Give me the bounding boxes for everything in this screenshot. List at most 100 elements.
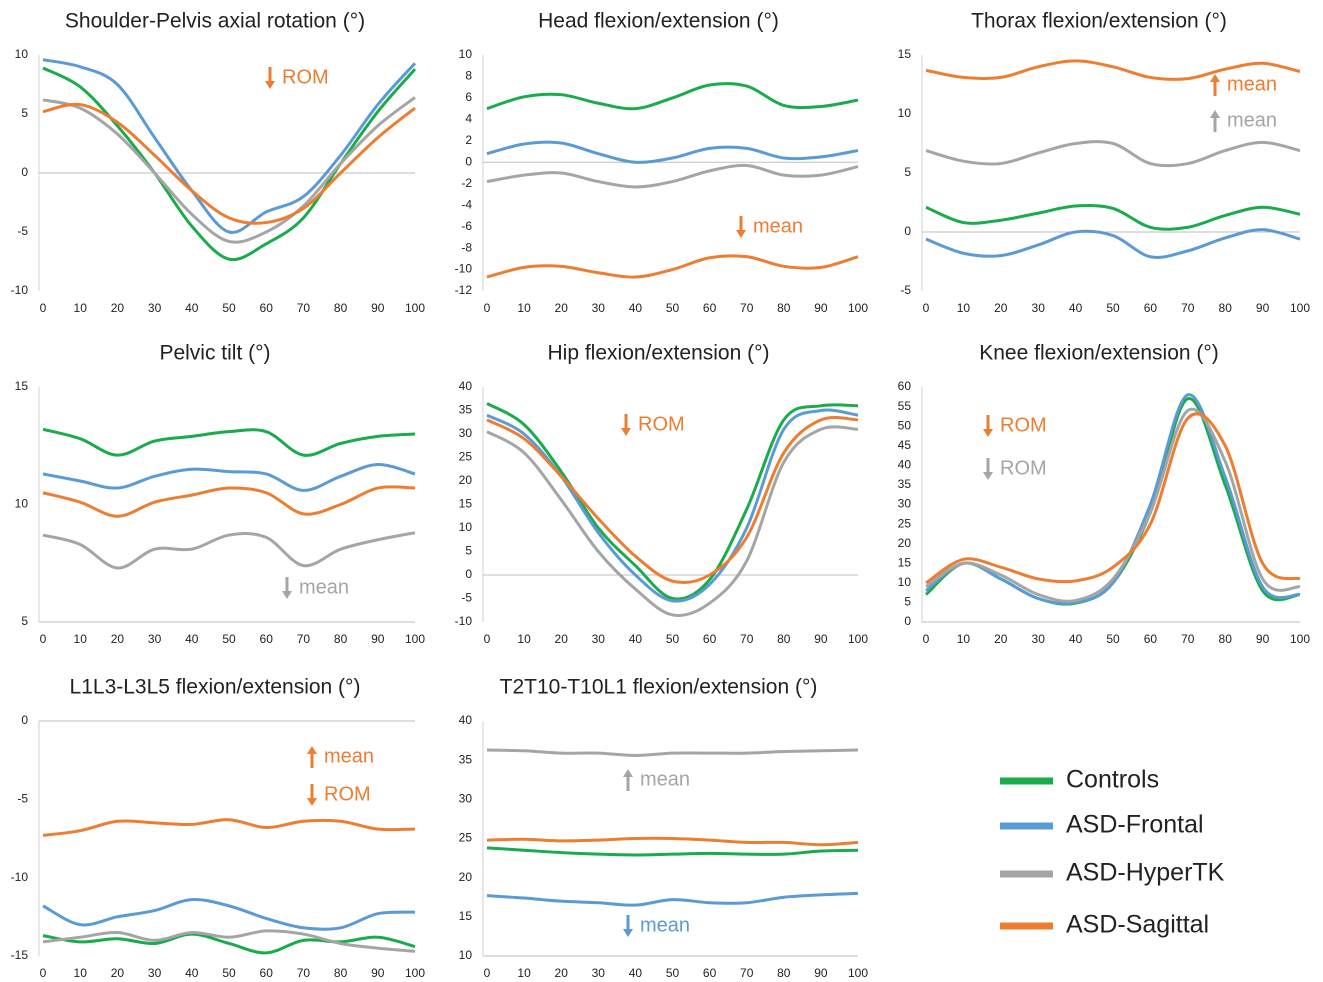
x-tick-label: 50 [1106, 632, 1120, 646]
series-line [925, 228, 1301, 259]
x-tick-label: 0 [40, 632, 47, 646]
x-tick-label: 60 [703, 301, 717, 315]
annotation-arrowhead [623, 929, 633, 937]
x-tick-label: 40 [185, 632, 199, 646]
series-line [42, 818, 416, 837]
x-tick-label: 90 [814, 301, 828, 315]
chart-title: T2T10-T10L1 flexion/extension (°) [500, 676, 818, 699]
y-tick-label: 20 [459, 473, 473, 487]
annotation: ROM [282, 66, 329, 88]
y-tick-label: 25 [459, 831, 473, 845]
series-line [486, 836, 859, 847]
x-tick-label: 70 [740, 301, 754, 315]
x-tick-label: 60 [260, 632, 274, 646]
annotation: ROM [324, 783, 371, 805]
x-tick-label: 90 [1256, 301, 1270, 315]
y-tick-label: -5 [461, 591, 472, 605]
series-line [486, 415, 859, 585]
y-tick-label: -10 [11, 283, 29, 297]
x-tick-label: 70 [740, 966, 754, 980]
x-tick-label: 50 [666, 966, 680, 980]
annotation-arrowhead [307, 798, 317, 806]
x-tick-label: 40 [185, 301, 199, 315]
x-tick-label: 30 [592, 966, 606, 980]
legend-label: ASD-HyperTK [1066, 859, 1225, 887]
x-tick-label: 80 [777, 966, 791, 980]
annotation: mean [640, 914, 690, 936]
x-tick-label: 0 [923, 632, 930, 646]
y-tick-label: 5 [465, 544, 472, 558]
y-tick-label: 25 [459, 450, 473, 464]
chart-title: L1L3-L3L5 flexion/extension (°) [70, 676, 361, 699]
series-line [486, 402, 859, 601]
x-tick-label: 100 [405, 632, 425, 646]
y-tick-label: 35 [898, 477, 912, 491]
annotation: mean [1227, 109, 1277, 131]
x-tick-label: 100 [405, 301, 425, 315]
y-tick-label: -8 [461, 240, 472, 254]
series-line [42, 531, 416, 570]
annotation-arrowhead [621, 428, 631, 436]
series-line [925, 140, 1301, 168]
series-line [42, 58, 417, 234]
x-tick-label: 70 [740, 632, 754, 646]
x-tick-label: 60 [1144, 301, 1158, 315]
y-tick-label: -10 [455, 614, 473, 628]
y-tick-label: 25 [898, 516, 912, 530]
x-tick-label: 70 [297, 301, 311, 315]
x-tick-label: 50 [1106, 301, 1120, 315]
series-line [486, 163, 859, 189]
x-tick-label: 80 [777, 301, 791, 315]
x-tick-label: 20 [555, 632, 569, 646]
y-tick-label: -2 [461, 176, 472, 190]
y-tick-label: 40 [459, 379, 473, 393]
annotation: mean [753, 215, 803, 237]
annotation-arrowhead [265, 81, 275, 89]
annotation: ROM [1000, 457, 1047, 479]
y-tick-label: 15 [15, 379, 29, 393]
annotation-arrowhead [307, 746, 317, 754]
x-tick-label: 20 [555, 966, 569, 980]
y-tick-label: 45 [898, 438, 912, 452]
y-tick-label: 10 [898, 575, 912, 589]
x-tick-label: 40 [629, 966, 643, 980]
x-tick-label: 80 [334, 301, 348, 315]
x-tick-label: 50 [222, 301, 236, 315]
series-line [42, 96, 416, 244]
x-tick-label: 20 [994, 632, 1008, 646]
x-tick-label: 10 [74, 301, 88, 315]
series-line [42, 898, 416, 931]
x-tick-label: 40 [1069, 301, 1083, 315]
annotation: mean [324, 745, 374, 767]
x-tick-label: 10 [517, 632, 531, 646]
y-tick-label: 55 [898, 399, 912, 413]
annotation: ROM [1000, 414, 1047, 436]
y-tick-label: 5 [21, 106, 28, 120]
series-line [925, 59, 1301, 81]
y-tick-label: 0 [21, 713, 28, 727]
chart-title: Shoulder-Pelvis axial rotation (°) [65, 10, 365, 33]
series-line [42, 102, 416, 225]
x-tick-label: 60 [703, 966, 717, 980]
y-tick-label: -5 [17, 224, 28, 238]
series-line [925, 393, 1301, 605]
chart-title: Thorax flexion/extension (°) [971, 10, 1227, 33]
annotation-arrowhead [1210, 110, 1220, 118]
annotation-arrowhead [983, 472, 993, 480]
x-tick-label: 100 [848, 301, 868, 315]
x-tick-label: 10 [74, 966, 88, 980]
x-tick-label: 30 [148, 632, 162, 646]
series-line [486, 140, 859, 164]
x-tick-label: 20 [994, 301, 1008, 315]
y-tick-label: 10 [459, 47, 473, 61]
y-tick-label: 20 [459, 870, 473, 884]
x-tick-label: 40 [629, 632, 643, 646]
annotation: mean [640, 768, 690, 790]
y-tick-label: 5 [904, 165, 911, 179]
y-tick-label: 60 [898, 379, 912, 393]
series-line [486, 748, 859, 757]
y-tick-label: 40 [898, 458, 912, 472]
y-tick-label: 0 [904, 224, 911, 238]
y-tick-label: 5 [21, 614, 28, 628]
x-tick-label: 40 [629, 301, 643, 315]
